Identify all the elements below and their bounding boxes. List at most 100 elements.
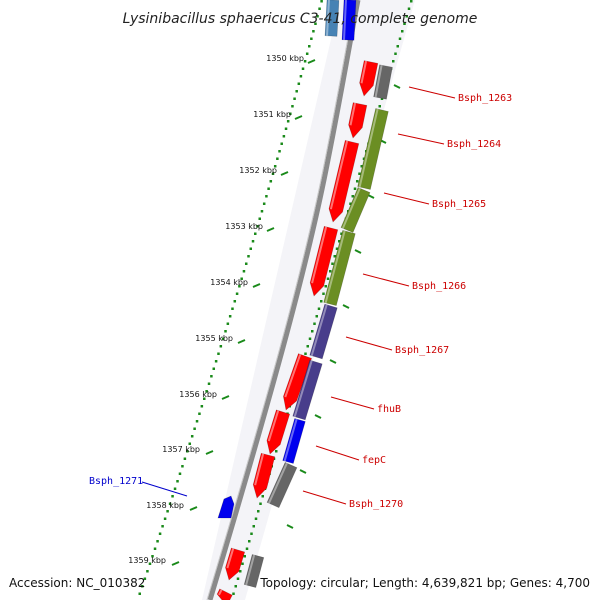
gene-block-bsph-1266[interactable] xyxy=(323,229,356,307)
scale-dot xyxy=(306,345,309,348)
gene-feature-partial[interactable] xyxy=(341,0,357,41)
leader-line xyxy=(302,490,347,505)
scale-dot xyxy=(240,277,243,280)
scale-dot xyxy=(380,97,384,100)
scale-dot xyxy=(198,412,201,415)
gene-block[interactable] xyxy=(243,554,265,588)
scale-dot xyxy=(396,45,399,48)
gene-label-bsph-1263[interactable]: Bsph_1263 xyxy=(458,93,512,104)
scale-dot xyxy=(219,345,223,348)
scale-dot xyxy=(256,225,259,228)
gene-arrow-fepc[interactable] xyxy=(266,409,291,455)
scale-tick xyxy=(307,59,316,64)
gene-arrow-bsph-1270[interactable] xyxy=(252,452,276,499)
scale-dot xyxy=(378,105,381,108)
scale-dot xyxy=(261,495,264,498)
scale-dot xyxy=(188,442,192,445)
scale-dot xyxy=(353,187,357,190)
gene-block-fepc[interactable] xyxy=(282,418,306,464)
gene-label-bsph-1266[interactable]: Bsph_1266 xyxy=(412,281,466,292)
scale-dot xyxy=(238,285,241,288)
scale-dot xyxy=(401,30,404,33)
gene-label-bsph-1265[interactable]: Bsph_1265 xyxy=(432,199,486,210)
scale-dot xyxy=(289,112,292,115)
scale-dot xyxy=(161,525,164,528)
scale-dot xyxy=(317,307,321,310)
scale-dot xyxy=(405,15,408,18)
gene-label-fhub[interactable]: fhuB xyxy=(377,404,401,415)
scale-dot xyxy=(304,352,307,355)
scale-tick xyxy=(221,395,230,400)
gene-arrow-bsph-1266[interactable] xyxy=(309,225,339,297)
scale-dot xyxy=(280,142,283,145)
scale-dot xyxy=(293,97,296,100)
genome-backbone xyxy=(207,0,361,600)
gene-label-bsph-1270[interactable]: Bsph_1270 xyxy=(349,499,403,510)
scale-tick xyxy=(266,227,275,232)
gene-label-bsph-1267[interactable]: Bsph_1267 xyxy=(395,345,449,356)
scale-dot xyxy=(235,292,239,295)
scale-dot xyxy=(267,187,270,190)
scale-dot xyxy=(173,487,177,490)
scale-dot xyxy=(252,525,255,528)
scale-dot xyxy=(248,540,251,543)
gene-arrow[interactable] xyxy=(216,588,233,600)
scale-dot xyxy=(156,540,159,543)
leader-line xyxy=(397,133,445,145)
scale-dot xyxy=(141,585,144,588)
scale-dot xyxy=(254,517,258,520)
scale-dot xyxy=(273,165,277,168)
scale-tick xyxy=(314,414,322,419)
gene-block-fhub[interactable] xyxy=(292,359,323,421)
scale-dot xyxy=(183,457,187,460)
gene-block-bsph-1270[interactable] xyxy=(266,461,298,509)
gene-arrow-bsph-1265[interactable] xyxy=(328,140,360,223)
gene-label-bsph-1271[interactable]: Bsph_1271 xyxy=(89,476,143,487)
scale-dot xyxy=(234,585,237,588)
scale-label-1359: 1359 kbp xyxy=(128,556,166,565)
gene-label-bsph-1264[interactable]: Bsph_1264 xyxy=(447,139,501,150)
topology-text: Topology: circular; Length: 4,639,821 bp… xyxy=(259,576,590,590)
scale-dot xyxy=(349,202,352,205)
scale-dot xyxy=(322,292,325,295)
scale-dot xyxy=(297,82,301,85)
scale-dot xyxy=(241,562,244,565)
scale-dot xyxy=(284,127,288,130)
gene-arrow-bsph-1264[interactable] xyxy=(348,102,368,139)
scale-dot xyxy=(295,90,298,93)
scale-dot xyxy=(205,390,208,393)
scale-tick xyxy=(393,84,401,89)
gene-arrow-bsph-1271[interactable] xyxy=(217,495,235,519)
scale-dot xyxy=(212,367,216,370)
scale-dot xyxy=(282,135,286,138)
scale-dot xyxy=(392,60,395,63)
scale-dot xyxy=(410,0,413,3)
scale-dot xyxy=(331,262,334,265)
scale-dot xyxy=(315,315,318,318)
gene-arrow-fhub[interactable] xyxy=(283,353,312,411)
scale-dot xyxy=(245,547,249,550)
scale-dot xyxy=(254,232,257,235)
leader-line xyxy=(408,86,456,99)
scale-dot xyxy=(265,195,268,198)
scale-tick xyxy=(171,561,180,566)
scale-dot xyxy=(244,262,248,265)
gene-features xyxy=(216,0,393,600)
gene-block-bsph-1267[interactable] xyxy=(309,303,338,360)
scale-dot xyxy=(308,337,312,340)
scale-dot xyxy=(151,555,154,558)
scale-dot xyxy=(308,45,311,48)
gene-block-bsph-1265[interactable] xyxy=(340,187,371,233)
scale-tick xyxy=(354,249,362,254)
scale-label-1353: 1353 kbp xyxy=(225,222,263,231)
scale-dot xyxy=(318,7,321,10)
gene-arrow[interactable] xyxy=(225,547,246,581)
gene-block-bsph-1263[interactable] xyxy=(373,64,393,100)
gene-block-bsph-1264[interactable] xyxy=(357,108,389,190)
gene-feature-partial[interactable] xyxy=(324,0,340,37)
scale-dot xyxy=(228,315,232,318)
scale-dot xyxy=(262,202,266,205)
gene-label-fepc[interactable]: fepC xyxy=(362,455,386,466)
gene-arrow-bsph-1263[interactable] xyxy=(359,60,379,97)
scale-dot xyxy=(258,217,261,220)
